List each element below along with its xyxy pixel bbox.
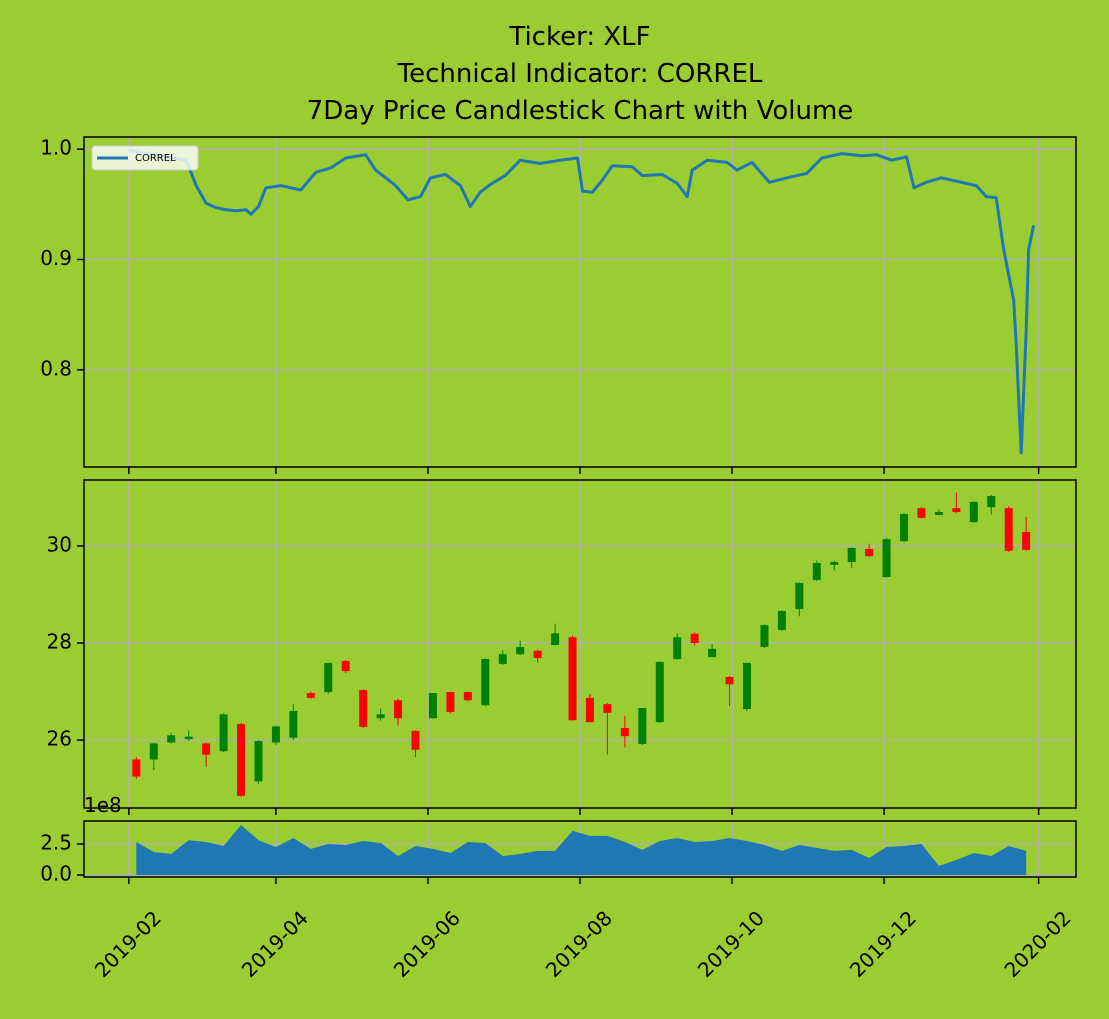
x-tick-label: 2019-10 [693,906,769,982]
candle-body [882,539,891,578]
plot-frame [83,820,1077,878]
y-tick-label: 0.0 [40,862,72,886]
candle-body [463,692,472,701]
candle-body [673,637,682,660]
candle-body [847,547,856,562]
candle-body [1022,531,1031,550]
candle-body [917,508,926,518]
candle-body [690,633,699,644]
candle-body [498,654,507,664]
candle-body [742,662,751,710]
axis-offset-label: 1e8 [84,793,122,817]
candle-body [830,562,839,565]
candle-body [481,659,490,706]
x-tick-label: 2019-12 [845,906,921,982]
x-tick-label: 2019-04 [237,906,313,982]
candle-body [812,562,821,580]
area-series [136,825,1027,876]
chart-title: Ticker: XLF [508,22,650,52]
candle-body [132,759,141,777]
candle-body [376,714,385,719]
y-tick-label: 26 [47,727,72,751]
candle-body [760,625,769,647]
candle-body [341,660,350,672]
candle-body [271,726,280,743]
candle-body [934,512,943,515]
legend-label: CORREL [135,153,176,164]
y-tick-label: 2.5 [40,830,72,854]
line-series [128,148,1036,455]
candle-body [149,743,158,760]
candle-body [411,730,420,750]
panel: 26 28 30 [47,479,1077,815]
plot-frame [83,136,1077,468]
candle-body [969,501,978,523]
candle-body [952,508,961,513]
candle-body [777,611,786,630]
candle-body [1004,508,1013,551]
candle-body [446,692,455,712]
candle-body [865,548,874,557]
y-tick-label: 28 [47,630,72,654]
y-tick-label: 30 [47,532,72,556]
candle-body [167,735,176,743]
candle-body [237,724,246,796]
panel: 0.8 0.9 1.0 CORREL [40,136,1077,474]
candle-body [725,676,734,685]
candle-body [306,693,315,698]
y-tick-label: 0.9 [40,246,72,270]
legend-box [91,145,199,171]
plot-frame [83,479,1077,809]
candle-body [394,700,403,719]
panel: 2019-02 2019-04 2019-06 2019-08 2019-10 2019-… [40,793,1077,982]
candle-body [708,648,717,658]
candle-body [655,661,664,723]
candle-body [568,637,577,721]
candle-body [289,710,298,738]
chart-title: 7Day Price Candlestick Chart with Volume [307,96,854,126]
candle-body [516,646,525,655]
candle-body [219,714,228,752]
candle-body [795,582,804,610]
x-tick-label: 2019-08 [541,906,617,982]
candle-body [551,633,560,645]
candle-body [254,741,263,782]
candle-body [324,662,333,693]
candle-body [428,693,437,719]
candle-body [533,650,542,659]
candle-body [987,496,996,508]
x-tick-label: 2019-02 [90,906,166,982]
chart-title: Technical Indicator: CORREL [397,59,763,89]
y-tick-label: 1.0 [40,136,72,160]
candle-body [638,708,647,744]
candle-body [184,736,193,740]
candle-body [585,697,594,723]
candle-body [900,513,909,542]
candle-body [620,727,629,737]
x-tick-label: 2019-06 [389,906,465,982]
candle-body [603,704,612,713]
candle-body [359,690,368,727]
y-tick-label: 0.8 [40,356,72,380]
candle-body [202,743,211,755]
x-tick-label: 2020-02 [1000,906,1076,982]
